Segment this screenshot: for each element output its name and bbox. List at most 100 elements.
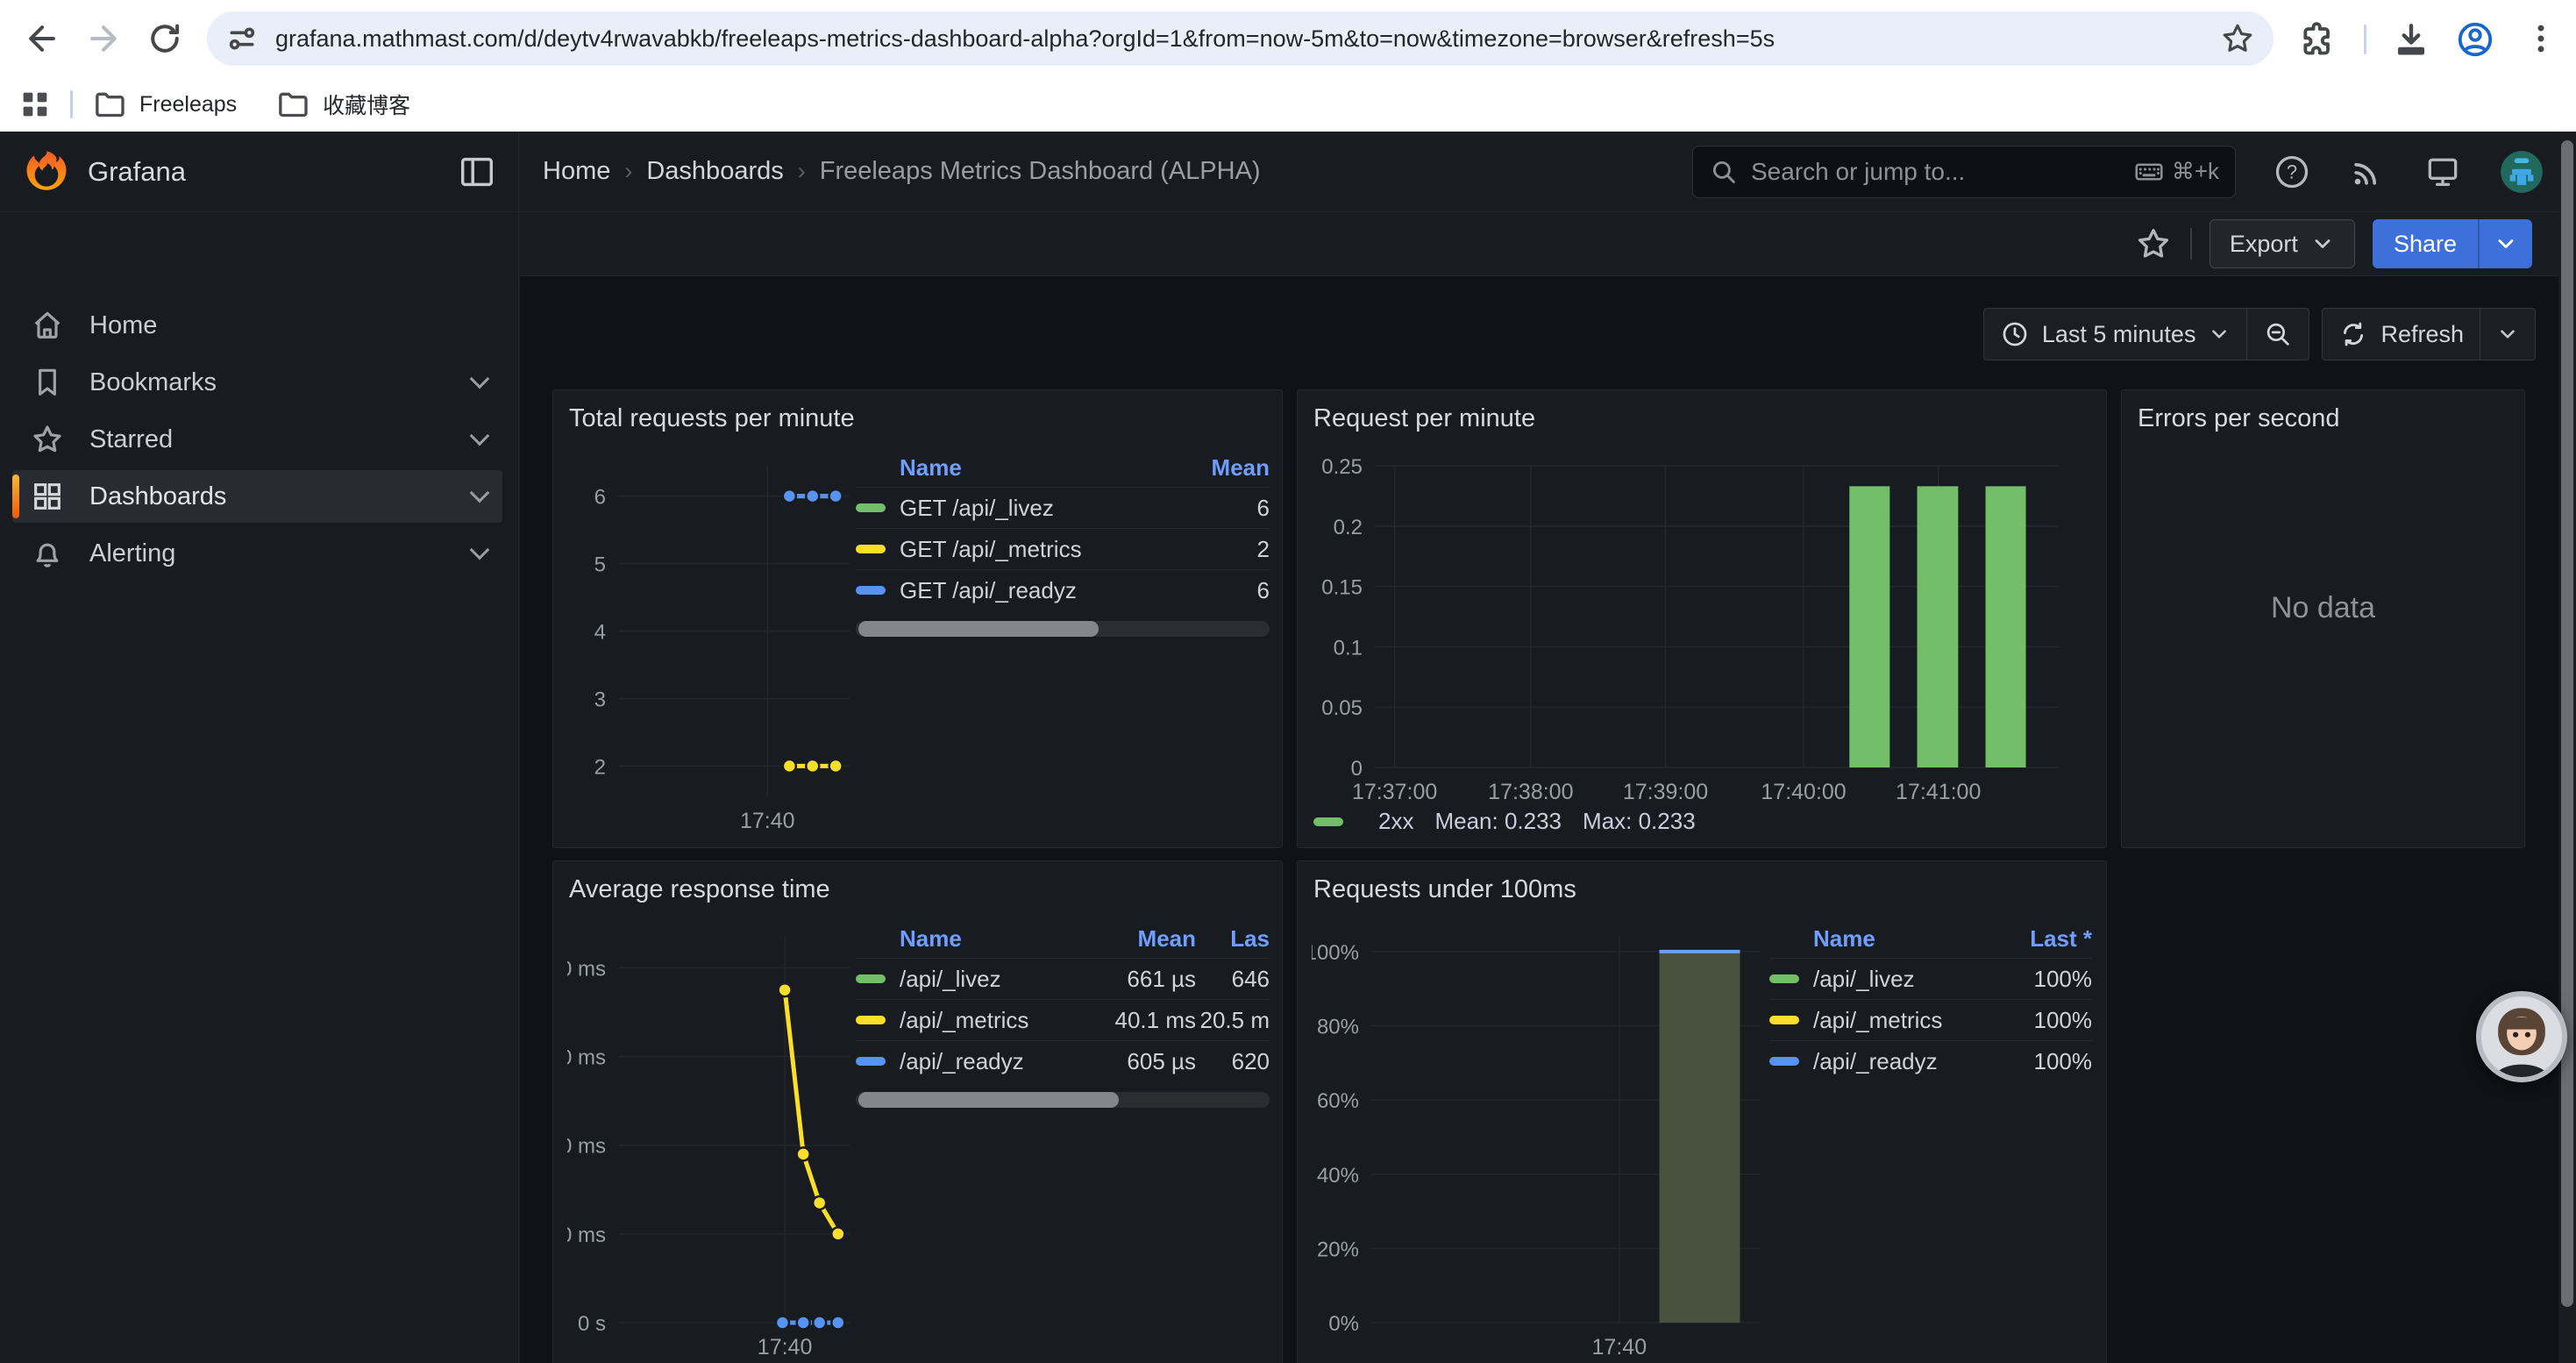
bar-chart: 0.25 0.2 0.15 0.1 0.05 0 17:37:00 17:38:00 17:39… xyxy=(1312,459,2066,808)
scrollbar-thumb[interactable] xyxy=(858,1092,1120,1108)
panel-average-response-time[interactable]: Average response time 80 ms 60 ms 40 ms 20 … xyxy=(552,860,1283,1363)
series-mean: 661 µs xyxy=(1127,965,1196,992)
profile-icon[interactable] xyxy=(2455,19,2494,58)
svg-text:0.25: 0.25 xyxy=(1321,459,1363,479)
share-button[interactable]: Share xyxy=(2372,219,2532,268)
sidebar-item-starred[interactable]: Starred xyxy=(12,413,502,466)
favorite-star-icon[interactable] xyxy=(2134,225,2173,263)
bar xyxy=(1917,486,1959,767)
downloads-icon[interactable] xyxy=(2392,19,2430,58)
chart-svg: 6 5 4 3 2 17:40 xyxy=(594,466,850,831)
legend-header-name[interactable]: Name xyxy=(900,924,962,952)
panel-title[interactable]: Average response time xyxy=(569,875,830,903)
browser-menu-icon[interactable] xyxy=(2522,19,2560,58)
refresh-group: Refresh xyxy=(2322,308,2536,360)
forward-button[interactable] xyxy=(84,19,123,58)
series xyxy=(774,1315,846,1331)
legend-header-value[interactable]: Mean xyxy=(1211,453,1270,481)
chevron-down-icon[interactable] xyxy=(469,539,490,560)
sidebar-item-bookmarks[interactable]: Bookmarks xyxy=(12,356,502,409)
series-last: 20.5 m xyxy=(1199,1006,1270,1033)
search-icon xyxy=(1712,161,1735,183)
svg-text:17:40: 17:40 xyxy=(1592,1335,1647,1359)
time-range-picker[interactable]: Last 5 minutes xyxy=(1984,309,2247,360)
sidebar-item-home[interactable]: Home xyxy=(12,299,502,352)
svg-text:0: 0 xyxy=(1351,757,1363,781)
chevron-down-icon[interactable] xyxy=(469,368,490,389)
zoom-out-button[interactable] xyxy=(2247,309,2309,360)
bookmark-folder-blogs[interactable]: 收藏博客 xyxy=(275,87,410,122)
bar xyxy=(1985,486,2026,767)
series-color-pill xyxy=(1769,974,1799,983)
legend-row[interactable]: /api/_readyz 605 µs 620 xyxy=(856,1040,1270,1081)
panel-total-requests-per-minute[interactable]: Total requests per minute 6 5 4 3 2 17:40 Nam… xyxy=(552,389,1283,848)
legend-row[interactable]: GET /api/_livez 6 xyxy=(856,487,1270,528)
series xyxy=(777,981,846,1242)
legend-scrollbar[interactable] xyxy=(856,621,1270,637)
series-color-pill xyxy=(856,974,886,983)
site-info-icon[interactable] xyxy=(224,21,260,56)
keyboard-icon xyxy=(2135,162,2163,181)
bookmark-folder-freeleaps[interactable]: Freeleaps xyxy=(92,87,237,122)
panel-errors-per-second[interactable]: Errors per second No data xyxy=(2121,389,2525,848)
series-name: GET /api/_livez xyxy=(900,494,1054,521)
url-text[interactable]: grafana.mathmast.com/d/deytv4rwavabkb/fr… xyxy=(275,25,1775,52)
sidebar-item-alerting[interactable]: Alerting xyxy=(12,527,502,580)
legend-header-value[interactable]: Las xyxy=(1230,924,1270,952)
user-avatar[interactable] xyxy=(2499,149,2544,195)
series-name[interactable]: 2xx xyxy=(1378,808,1414,834)
bookmark-star-icon[interactable] xyxy=(2219,20,2256,57)
monitor-icon[interactable] xyxy=(2423,153,2462,191)
sidebar-toggle-icon[interactable] xyxy=(457,152,497,192)
scrollbar-thumb[interactable] xyxy=(2561,140,2573,1307)
legend-header-name[interactable]: Name xyxy=(900,453,962,481)
share-dropdown[interactable] xyxy=(2478,219,2532,268)
news-rss-icon[interactable] xyxy=(2348,153,2387,191)
search-input[interactable]: Search or jump to... ⌘+k xyxy=(1692,145,2236,198)
sidebar-item-label: Dashboards xyxy=(89,482,227,510)
back-button[interactable] xyxy=(23,19,61,58)
search-placeholder: Search or jump to... xyxy=(1751,157,1966,185)
legend-header-value[interactable]: Mean xyxy=(1137,924,1196,952)
legend-row[interactable]: /api/_livez 100% xyxy=(1769,958,2092,999)
sidebar-item-dashboards[interactable]: Dashboards xyxy=(12,470,502,523)
legend-header-value[interactable]: Last * xyxy=(2030,924,2092,952)
legend-scrollbar[interactable] xyxy=(856,1092,1270,1108)
legend-row[interactable]: /api/_livez 661 µs 646 xyxy=(856,958,1270,999)
address-bar[interactable]: grafana.mathmast.com/d/deytv4rwavabkb/fr… xyxy=(207,11,2274,66)
chevron-down-icon[interactable] xyxy=(469,482,490,503)
legend-row[interactable]: GET /api/_metrics 2 xyxy=(856,528,1270,569)
apps-grid-icon[interactable] xyxy=(18,87,53,122)
panel-requests-under-100ms[interactable]: Requests under 100ms 100%80%60%40%20%0%1… xyxy=(1297,860,2107,1363)
panel-title[interactable]: Total requests per minute xyxy=(569,404,855,432)
panel-request-per-minute[interactable]: Request per minute 0.25 0.2 0.15 0.1 0.05 0 17… xyxy=(1297,389,2107,848)
panel-title[interactable]: Errors per second xyxy=(2138,404,2340,432)
legend-row[interactable]: /api/_readyz 100% xyxy=(1769,1040,2092,1081)
sidebar-item-label: Home xyxy=(89,310,158,339)
breadcrumb-home[interactable]: Home xyxy=(543,157,611,185)
legend-row[interactable]: /api/_metrics 40.1 ms 20.5 m xyxy=(856,999,1270,1040)
legend-header-name[interactable]: Name xyxy=(1813,924,1875,952)
help-icon[interactable]: ? xyxy=(2273,153,2311,191)
series-last: 646 xyxy=(1231,965,1270,992)
assistant-avatar[interactable] xyxy=(2476,991,2567,1082)
panel-title[interactable]: Request per minute xyxy=(1313,404,1536,432)
svg-text:40%: 40% xyxy=(1317,1164,1359,1188)
extensions-icon[interactable] xyxy=(2299,19,2338,58)
page-scrollbar[interactable] xyxy=(2558,132,2576,1363)
svg-text:0 s: 0 s xyxy=(578,1312,606,1336)
svg-text:17:40: 17:40 xyxy=(758,1335,813,1359)
legend-row[interactable]: GET /api/_readyz 6 xyxy=(856,569,1270,610)
chevron-down-icon xyxy=(2498,239,2514,248)
chevron-down-icon[interactable] xyxy=(469,425,490,446)
grafana-logo[interactable] xyxy=(23,148,70,196)
panel-title[interactable]: Requests under 100ms xyxy=(1313,875,1576,903)
breadcrumb-dashboards[interactable]: Dashboards xyxy=(646,157,784,185)
scrollbar-thumb[interactable] xyxy=(858,621,1099,637)
svg-text:0.15: 0.15 xyxy=(1321,576,1363,600)
export-button[interactable]: Export xyxy=(2209,219,2355,268)
reload-button[interactable] xyxy=(146,19,184,58)
refresh-interval-dropdown[interactable] xyxy=(2480,309,2535,360)
refresh-button[interactable]: Refresh xyxy=(2323,309,2480,360)
legend-row[interactable]: /api/_metrics 100% xyxy=(1769,999,2092,1040)
